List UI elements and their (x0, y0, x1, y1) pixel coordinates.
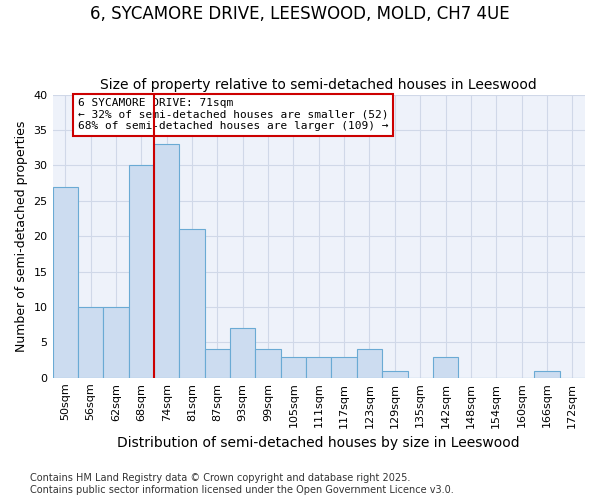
Text: Contains HM Land Registry data © Crown copyright and database right 2025.
Contai: Contains HM Land Registry data © Crown c… (30, 474, 454, 495)
Bar (230, 328, 256, 378)
Y-axis label: Number of semi-detached properties: Number of semi-detached properties (15, 120, 28, 352)
Bar (128, 166, 154, 378)
Bar (433, 356, 458, 378)
Bar (205, 350, 230, 378)
Text: 6, SYCAMORE DRIVE, LEESWOOD, MOLD, CH7 4UE: 6, SYCAMORE DRIVE, LEESWOOD, MOLD, CH7 4… (90, 5, 510, 23)
Bar (179, 229, 205, 378)
Text: 6 SYCAMORE DRIVE: 71sqm
← 32% of semi-detached houses are smaller (52)
68% of se: 6 SYCAMORE DRIVE: 71sqm ← 32% of semi-de… (78, 98, 388, 132)
Bar (331, 356, 357, 378)
Bar (357, 350, 382, 378)
Bar (306, 356, 331, 378)
Bar (103, 307, 128, 378)
X-axis label: Distribution of semi-detached houses by size in Leeswood: Distribution of semi-detached houses by … (118, 436, 520, 450)
Bar (154, 144, 179, 378)
Bar (53, 186, 78, 378)
Bar (78, 307, 103, 378)
Title: Size of property relative to semi-detached houses in Leeswood: Size of property relative to semi-detach… (100, 78, 537, 92)
Bar (534, 370, 560, 378)
Bar (281, 356, 306, 378)
Bar (256, 350, 281, 378)
Bar (382, 370, 407, 378)
